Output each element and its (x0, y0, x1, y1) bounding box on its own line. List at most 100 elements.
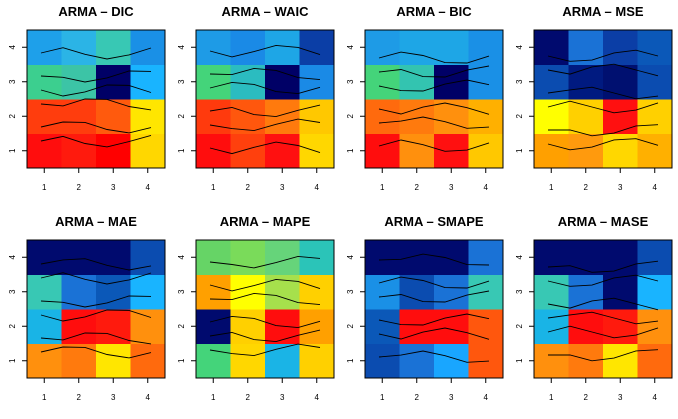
heatmap-cell (196, 30, 231, 65)
heatmap-cell (230, 309, 266, 344)
heatmap-cell (130, 343, 166, 379)
x-tick-label: 3 (449, 183, 454, 192)
contour-line (209, 44, 321, 58)
contour-line (547, 297, 659, 311)
x-tick-label: 2 (77, 393, 82, 402)
plot-frame (26, 29, 166, 169)
y-tick-label: 2 (346, 323, 355, 328)
heatmap-cell (61, 30, 97, 65)
heatmap-cell (434, 30, 469, 65)
heatmap-cell (230, 274, 266, 310)
heatmap-cell (399, 133, 435, 169)
heatmap-cell (568, 274, 604, 310)
y-tick-label: 4 (346, 44, 355, 49)
heatmap-cell (568, 99, 604, 134)
contour-line (378, 253, 490, 266)
heatmap-cell (468, 133, 504, 169)
contour-line (40, 70, 152, 83)
heatmap-cell (130, 309, 166, 344)
contour-line (548, 124, 659, 137)
y-tick-label: 1 (177, 148, 186, 153)
heatmap-cell (96, 30, 131, 65)
contour-line (40, 346, 152, 359)
heatmap-cell (365, 274, 400, 310)
heatmap-cell (61, 64, 97, 100)
heatmap-cell (299, 133, 335, 169)
chart-title: ARMA – SMAPE (384, 214, 484, 229)
chart-title: ARMA – MAE (55, 214, 137, 229)
heatmap-cell (230, 30, 266, 65)
chart-panel: ARMA – MAE 1 2 3 4 1 2 3 4 (8, 214, 166, 402)
y-tick-label: 1 (8, 358, 17, 363)
plot-frame (533, 239, 673, 379)
contour-line (547, 260, 659, 273)
heatmap-cell (96, 64, 131, 100)
heatmap-cell (27, 30, 62, 65)
y-tick-label: 1 (177, 358, 186, 363)
heatmap-cell (534, 274, 569, 310)
heatmap-cell (61, 133, 97, 169)
contour-line (40, 121, 152, 134)
contour-line (548, 349, 659, 362)
heatmap-cell (568, 240, 604, 275)
contour-line (547, 86, 659, 100)
heatmap-cell (568, 30, 604, 65)
y-tick-label: 4 (8, 254, 17, 259)
contour-line (378, 116, 490, 129)
contour-line (209, 329, 321, 343)
heatmap-cell (196, 343, 231, 379)
heatmap-cell (96, 309, 131, 344)
y-tick-label: 3 (346, 289, 355, 294)
x-tick-label: 1 (42, 183, 47, 192)
heatmap-cell (365, 133, 400, 169)
contour-line (547, 325, 659, 339)
contour-line (40, 98, 152, 111)
plot-frame (195, 239, 335, 379)
heatmap-cell (299, 30, 335, 65)
contour-line (209, 343, 321, 357)
heatmap-cell (27, 64, 62, 100)
x-tick-label: 1 (42, 393, 47, 402)
y-tick-label: 3 (8, 79, 17, 84)
contour-line (547, 274, 659, 287)
contour-line (209, 104, 321, 118)
y-tick-label: 3 (346, 79, 355, 84)
contour-line (547, 49, 659, 62)
y-tick-label: 3 (177, 289, 186, 294)
y-tick-label: 2 (177, 113, 186, 118)
heatmap-cell (196, 133, 231, 169)
heatmap-cell (61, 99, 97, 134)
heatmap-cell (399, 99, 435, 134)
plot-frame (533, 29, 673, 169)
heatmap-cell (365, 64, 400, 100)
y-tick-label: 1 (515, 148, 524, 153)
x-tick-label: 3 (618, 183, 623, 192)
heatmap-cell (637, 30, 673, 65)
y-tick-label: 4 (515, 254, 524, 259)
heatmap-cell (130, 240, 166, 275)
x-tick-label: 2 (415, 393, 420, 402)
x-tick-label: 3 (111, 183, 116, 192)
x-tick-label: 4 (146, 393, 151, 402)
heatmap-cell (130, 274, 166, 310)
contour-line (547, 138, 659, 151)
heatmap-cell (434, 64, 469, 100)
contour-line (378, 276, 490, 289)
heatmap-cell (61, 343, 97, 379)
x-tick-label: 1 (380, 393, 385, 402)
y-tick-label: 1 (346, 148, 355, 153)
heatmap-cell (365, 343, 400, 379)
chart-title: ARMA – MAPE (220, 214, 311, 229)
y-tick-label: 4 (8, 44, 17, 49)
heatmap-cell (130, 30, 166, 65)
heatmap-cell (196, 240, 231, 275)
contour-line (209, 292, 321, 306)
contour-line (378, 313, 490, 326)
contour-line (378, 327, 490, 340)
x-tick-label: 2 (584, 393, 589, 402)
heatmap-cell (399, 30, 435, 65)
heatmap-cell (299, 99, 335, 134)
chart-title: ARMA – WAIC (222, 4, 310, 19)
heatmap-cell (603, 309, 638, 344)
plot-frame (26, 239, 166, 379)
